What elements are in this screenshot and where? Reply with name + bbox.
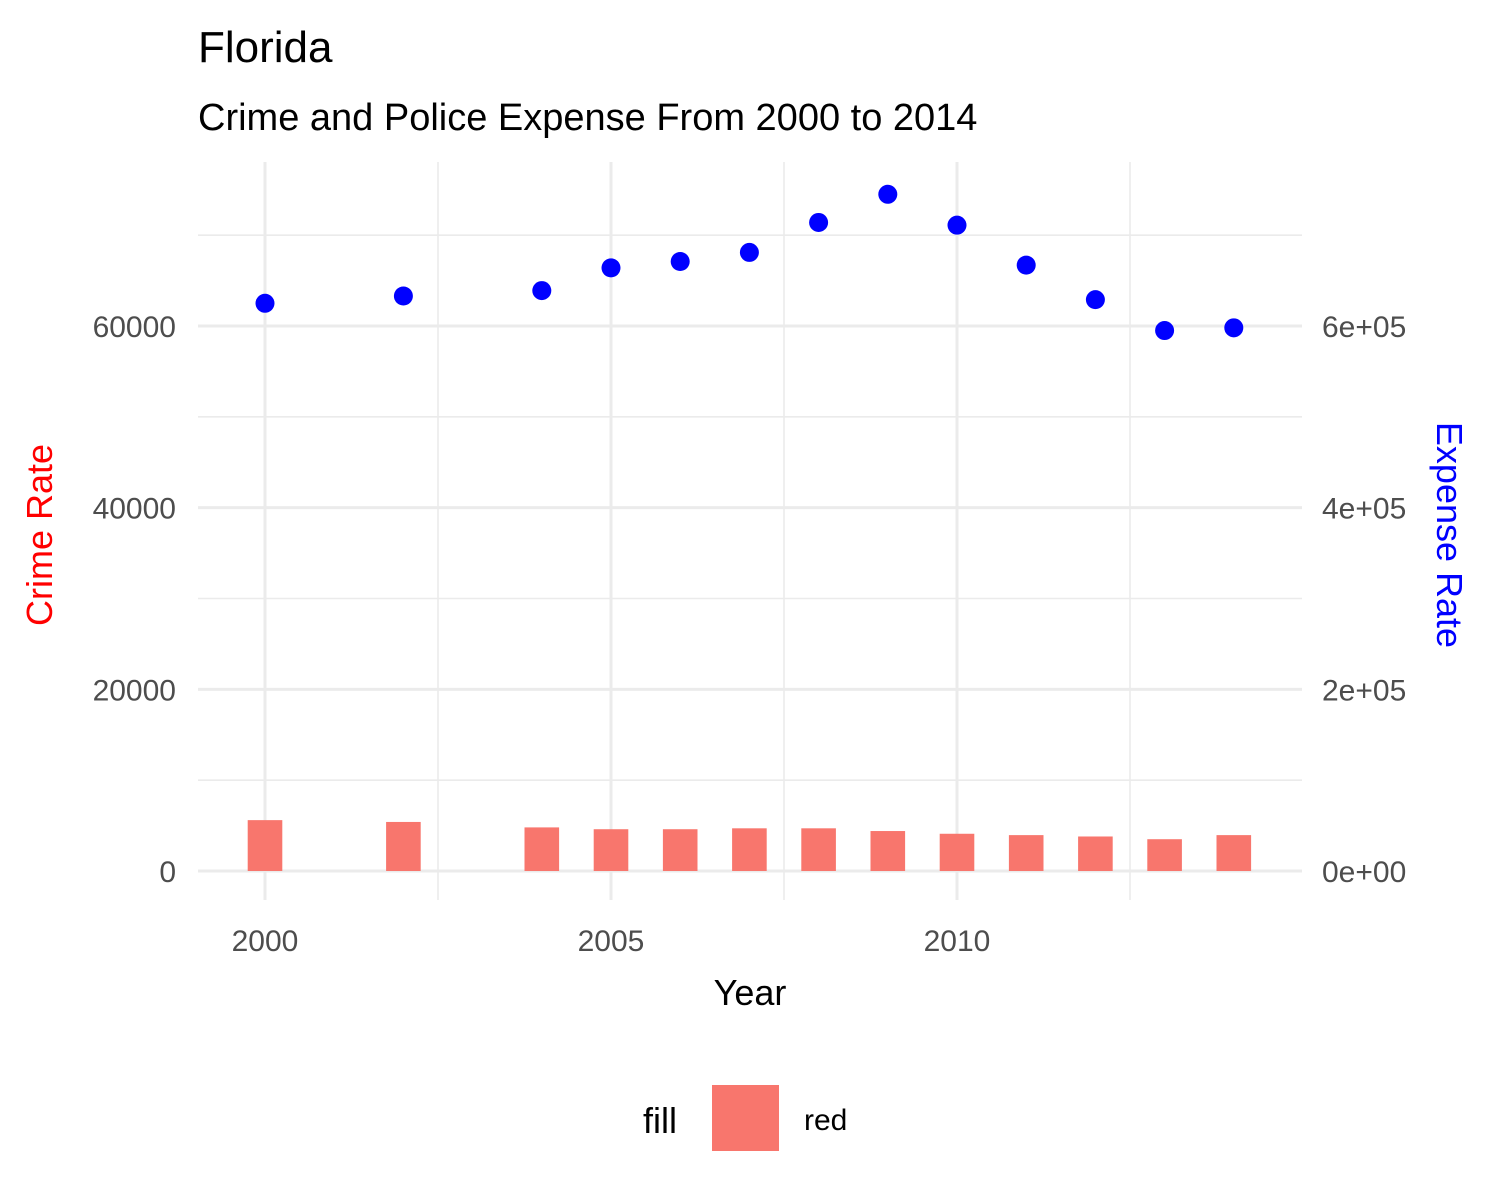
legend-swatch [712, 1085, 779, 1151]
y-right-tick-label: 6e+05 [1322, 311, 1406, 344]
x-tick-label: 2005 [578, 925, 645, 958]
bars [247, 820, 1252, 871]
x-axis-title: Year [714, 972, 787, 1013]
point [1224, 318, 1244, 338]
y-right-tick-label: 4e+05 [1322, 493, 1406, 526]
y-right-tick-label: 0e+00 [1322, 856, 1406, 889]
point [1016, 255, 1036, 275]
point [878, 184, 898, 204]
x-tick-label: 2000 [232, 925, 299, 958]
point [532, 281, 552, 301]
chart-title: Florida [198, 23, 333, 72]
y-left-tick-label: 0 [159, 856, 176, 889]
bar [801, 828, 836, 871]
bar [939, 833, 975, 871]
y-left-tick-label: 40000 [93, 493, 176, 526]
chart-subtitle: Crime and Police Expense From 2000 to 20… [198, 97, 977, 139]
bar [593, 829, 629, 871]
bar [1147, 839, 1182, 871]
bar [1078, 836, 1113, 871]
y-left-tick-labels: 0 20000 40000 60000 [93, 311, 176, 889]
x-tick-label: 2010 [924, 925, 991, 958]
legend-title: fill [643, 1100, 677, 1141]
bar [732, 828, 767, 871]
point [1155, 321, 1175, 341]
y-right-tick-label: 2e+05 [1322, 674, 1406, 707]
grid-major [198, 162, 1302, 900]
legend-label: red [804, 1104, 847, 1137]
bar [870, 831, 906, 871]
y-right-tick-labels: 0e+00 2e+05 4e+05 6e+05 [1322, 311, 1406, 889]
point [255, 293, 275, 313]
bar [247, 820, 283, 871]
point [1085, 290, 1105, 310]
bar [524, 827, 560, 871]
point [670, 252, 690, 272]
bar [386, 821, 421, 871]
legend: fill red [643, 1085, 847, 1151]
bar [662, 829, 698, 871]
points [255, 184, 1244, 341]
bar [1008, 835, 1044, 871]
point [809, 212, 829, 232]
point [393, 286, 413, 306]
point [947, 215, 967, 235]
y-left-axis-title: Crime Rate [19, 444, 60, 626]
point [601, 258, 621, 278]
point [739, 242, 759, 262]
grid-minor [198, 162, 1302, 900]
y-right-axis-title: Expense Rate [1429, 422, 1470, 648]
y-left-tick-label: 20000 [93, 674, 176, 707]
y-left-tick-label: 60000 [93, 311, 176, 344]
x-tick-labels: 2000 2005 2010 [232, 925, 991, 958]
bar [1216, 835, 1252, 871]
